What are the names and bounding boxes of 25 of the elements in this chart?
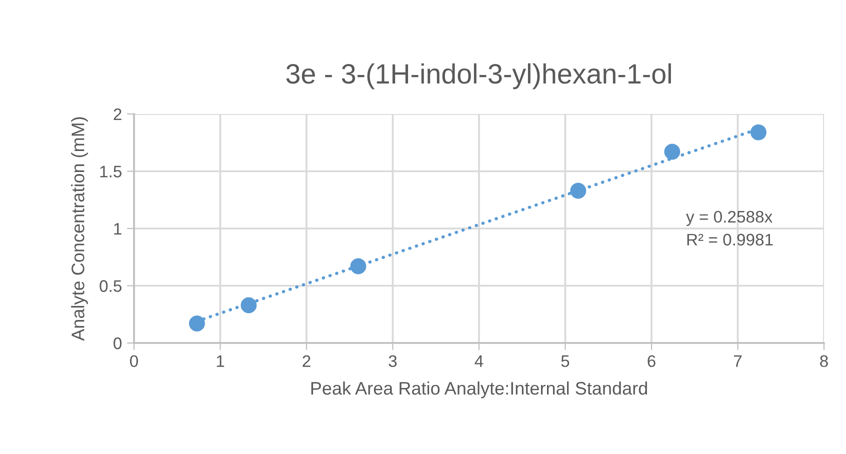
- y-tick-label: 1.5: [100, 166, 122, 178]
- point: [750, 124, 766, 140]
- y-tick-label: 1: [114, 223, 122, 235]
- y-axis-title: Analyte Concentration (mM): [71, 117, 88, 341]
- point: [664, 144, 680, 160]
- chart-title: 3e - 3-(1H-indol-3-yl)hexan-1-ol: [286, 63, 671, 90]
- x-tick-label: 7: [734, 355, 742, 367]
- x-axis-title: Peak Area Ratio Analyte:Internal Standard: [311, 381, 647, 398]
- x-tick-label: 5: [561, 355, 570, 368]
- x-tick-label: 4: [474, 355, 484, 367]
- x-tick-label: 2: [302, 355, 310, 367]
- x-tick-label: 3: [388, 355, 397, 368]
- x-tick-label: 1: [216, 355, 224, 367]
- point: [350, 258, 366, 274]
- x-tick-label: 0: [130, 355, 138, 368]
- point: [570, 182, 586, 199]
- point: [188, 316, 205, 332]
- x-tick-label: 6: [648, 355, 656, 368]
- y-tick-label: 0.5: [100, 280, 122, 292]
- annotation: R² = 0.9981: [687, 234, 773, 246]
- point: [240, 297, 257, 314]
- annotation: y = 0.2588x: [686, 210, 772, 226]
- y-tick-label: 2: [114, 108, 122, 120]
- y-tick-label: 0: [114, 337, 122, 350]
- x-tick-label: 8: [820, 355, 828, 368]
